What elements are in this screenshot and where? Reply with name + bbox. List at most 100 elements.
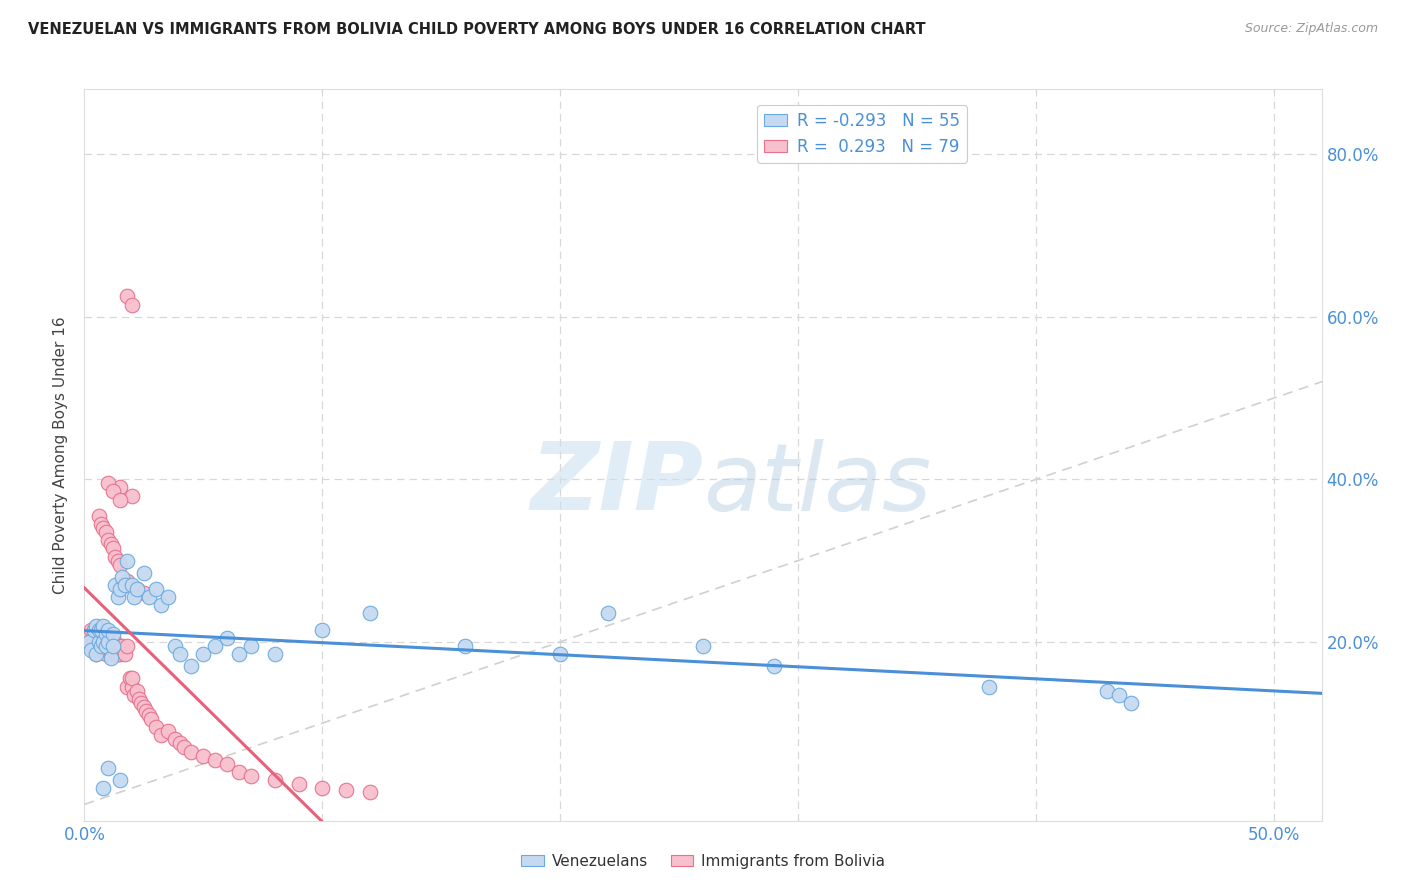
Point [335, 782, 357, 797]
Point [100, 537, 122, 551]
Point [1108, 688, 1130, 702]
Point [100, 647, 122, 661]
Point [108, 558, 131, 572]
Point [311, 623, 333, 637]
Point [83, 623, 105, 637]
Point [145, 720, 167, 734]
Point [87, 635, 110, 649]
Point [111, 639, 134, 653]
Point [111, 570, 134, 584]
Point [77, 635, 100, 649]
Point [138, 590, 160, 604]
Point [121, 297, 143, 311]
Point [101, 643, 124, 657]
Point [90, 643, 112, 657]
Point [125, 582, 148, 596]
Point [169, 647, 191, 661]
Text: VENEZUELAN VS IMMIGRANTS FROM BOLIVIA CHILD POVERTY AMONG BOYS UNDER 16 CORRELAT: VENEZUELAN VS IMMIGRANTS FROM BOLIVIA CH… [28, 22, 925, 37]
Point [115, 639, 138, 653]
Point [90, 516, 112, 531]
Point [115, 574, 138, 588]
Point [204, 753, 226, 767]
Point [84, 647, 107, 661]
Point [149, 728, 172, 742]
Point [163, 732, 186, 747]
Point [359, 607, 381, 621]
Point [100, 639, 122, 653]
Point [80, 643, 103, 657]
Point [108, 647, 131, 661]
Point [80, 623, 103, 637]
Point [145, 582, 167, 596]
Point [97, 643, 120, 657]
Point [101, 626, 124, 640]
Point [132, 586, 155, 600]
Point [454, 639, 477, 653]
Point [108, 492, 131, 507]
Point [287, 777, 309, 791]
Point [87, 623, 110, 637]
Point [84, 618, 107, 632]
Point [193, 647, 215, 661]
Point [118, 672, 141, 686]
Legend: Venezuelans, Immigrants from Bolivia: Venezuelans, Immigrants from Bolivia [515, 848, 891, 875]
Point [121, 680, 143, 694]
Point [94, 525, 117, 540]
Text: ZIP: ZIP [530, 438, 703, 530]
Text: Source: ZipAtlas.com: Source: ZipAtlas.com [1244, 22, 1378, 36]
Point [217, 756, 239, 771]
Point [596, 607, 619, 621]
Point [84, 631, 107, 645]
Point [104, 578, 127, 592]
Text: atlas: atlas [703, 439, 931, 530]
Point [131, 696, 153, 710]
Point [107, 639, 129, 653]
Point [97, 631, 120, 645]
Point [100, 651, 122, 665]
Point [108, 582, 131, 596]
Point [138, 708, 160, 723]
Point [173, 740, 195, 755]
Point [97, 635, 120, 649]
Point [90, 623, 112, 637]
Point [180, 745, 202, 759]
Point [94, 635, 117, 649]
Point [97, 623, 120, 637]
Point [149, 599, 172, 613]
Point [228, 647, 250, 661]
Point [124, 688, 146, 702]
Point [93, 781, 115, 796]
Point [132, 699, 155, 714]
Point [93, 618, 115, 632]
Point [87, 508, 110, 523]
Point [87, 639, 110, 653]
Point [180, 659, 202, 673]
Point [104, 647, 127, 661]
Point [121, 578, 143, 592]
Point [169, 736, 191, 750]
Point [263, 647, 285, 661]
Point [135, 704, 157, 718]
Point [156, 590, 179, 604]
Point [104, 549, 127, 564]
Point [311, 781, 333, 796]
Point [239, 769, 262, 783]
Point [101, 631, 124, 645]
Point [125, 582, 148, 596]
Point [97, 533, 120, 548]
Point [107, 590, 129, 604]
Point [108, 772, 131, 787]
Point [114, 578, 136, 592]
Point [128, 691, 150, 706]
Point [107, 553, 129, 567]
Point [124, 590, 146, 604]
Point [108, 480, 131, 494]
Point [228, 764, 250, 779]
Point [217, 631, 239, 645]
Point [692, 639, 714, 653]
Point [163, 639, 186, 653]
Point [101, 541, 124, 556]
Point [83, 626, 105, 640]
Point [977, 680, 1000, 694]
Point [114, 647, 136, 661]
